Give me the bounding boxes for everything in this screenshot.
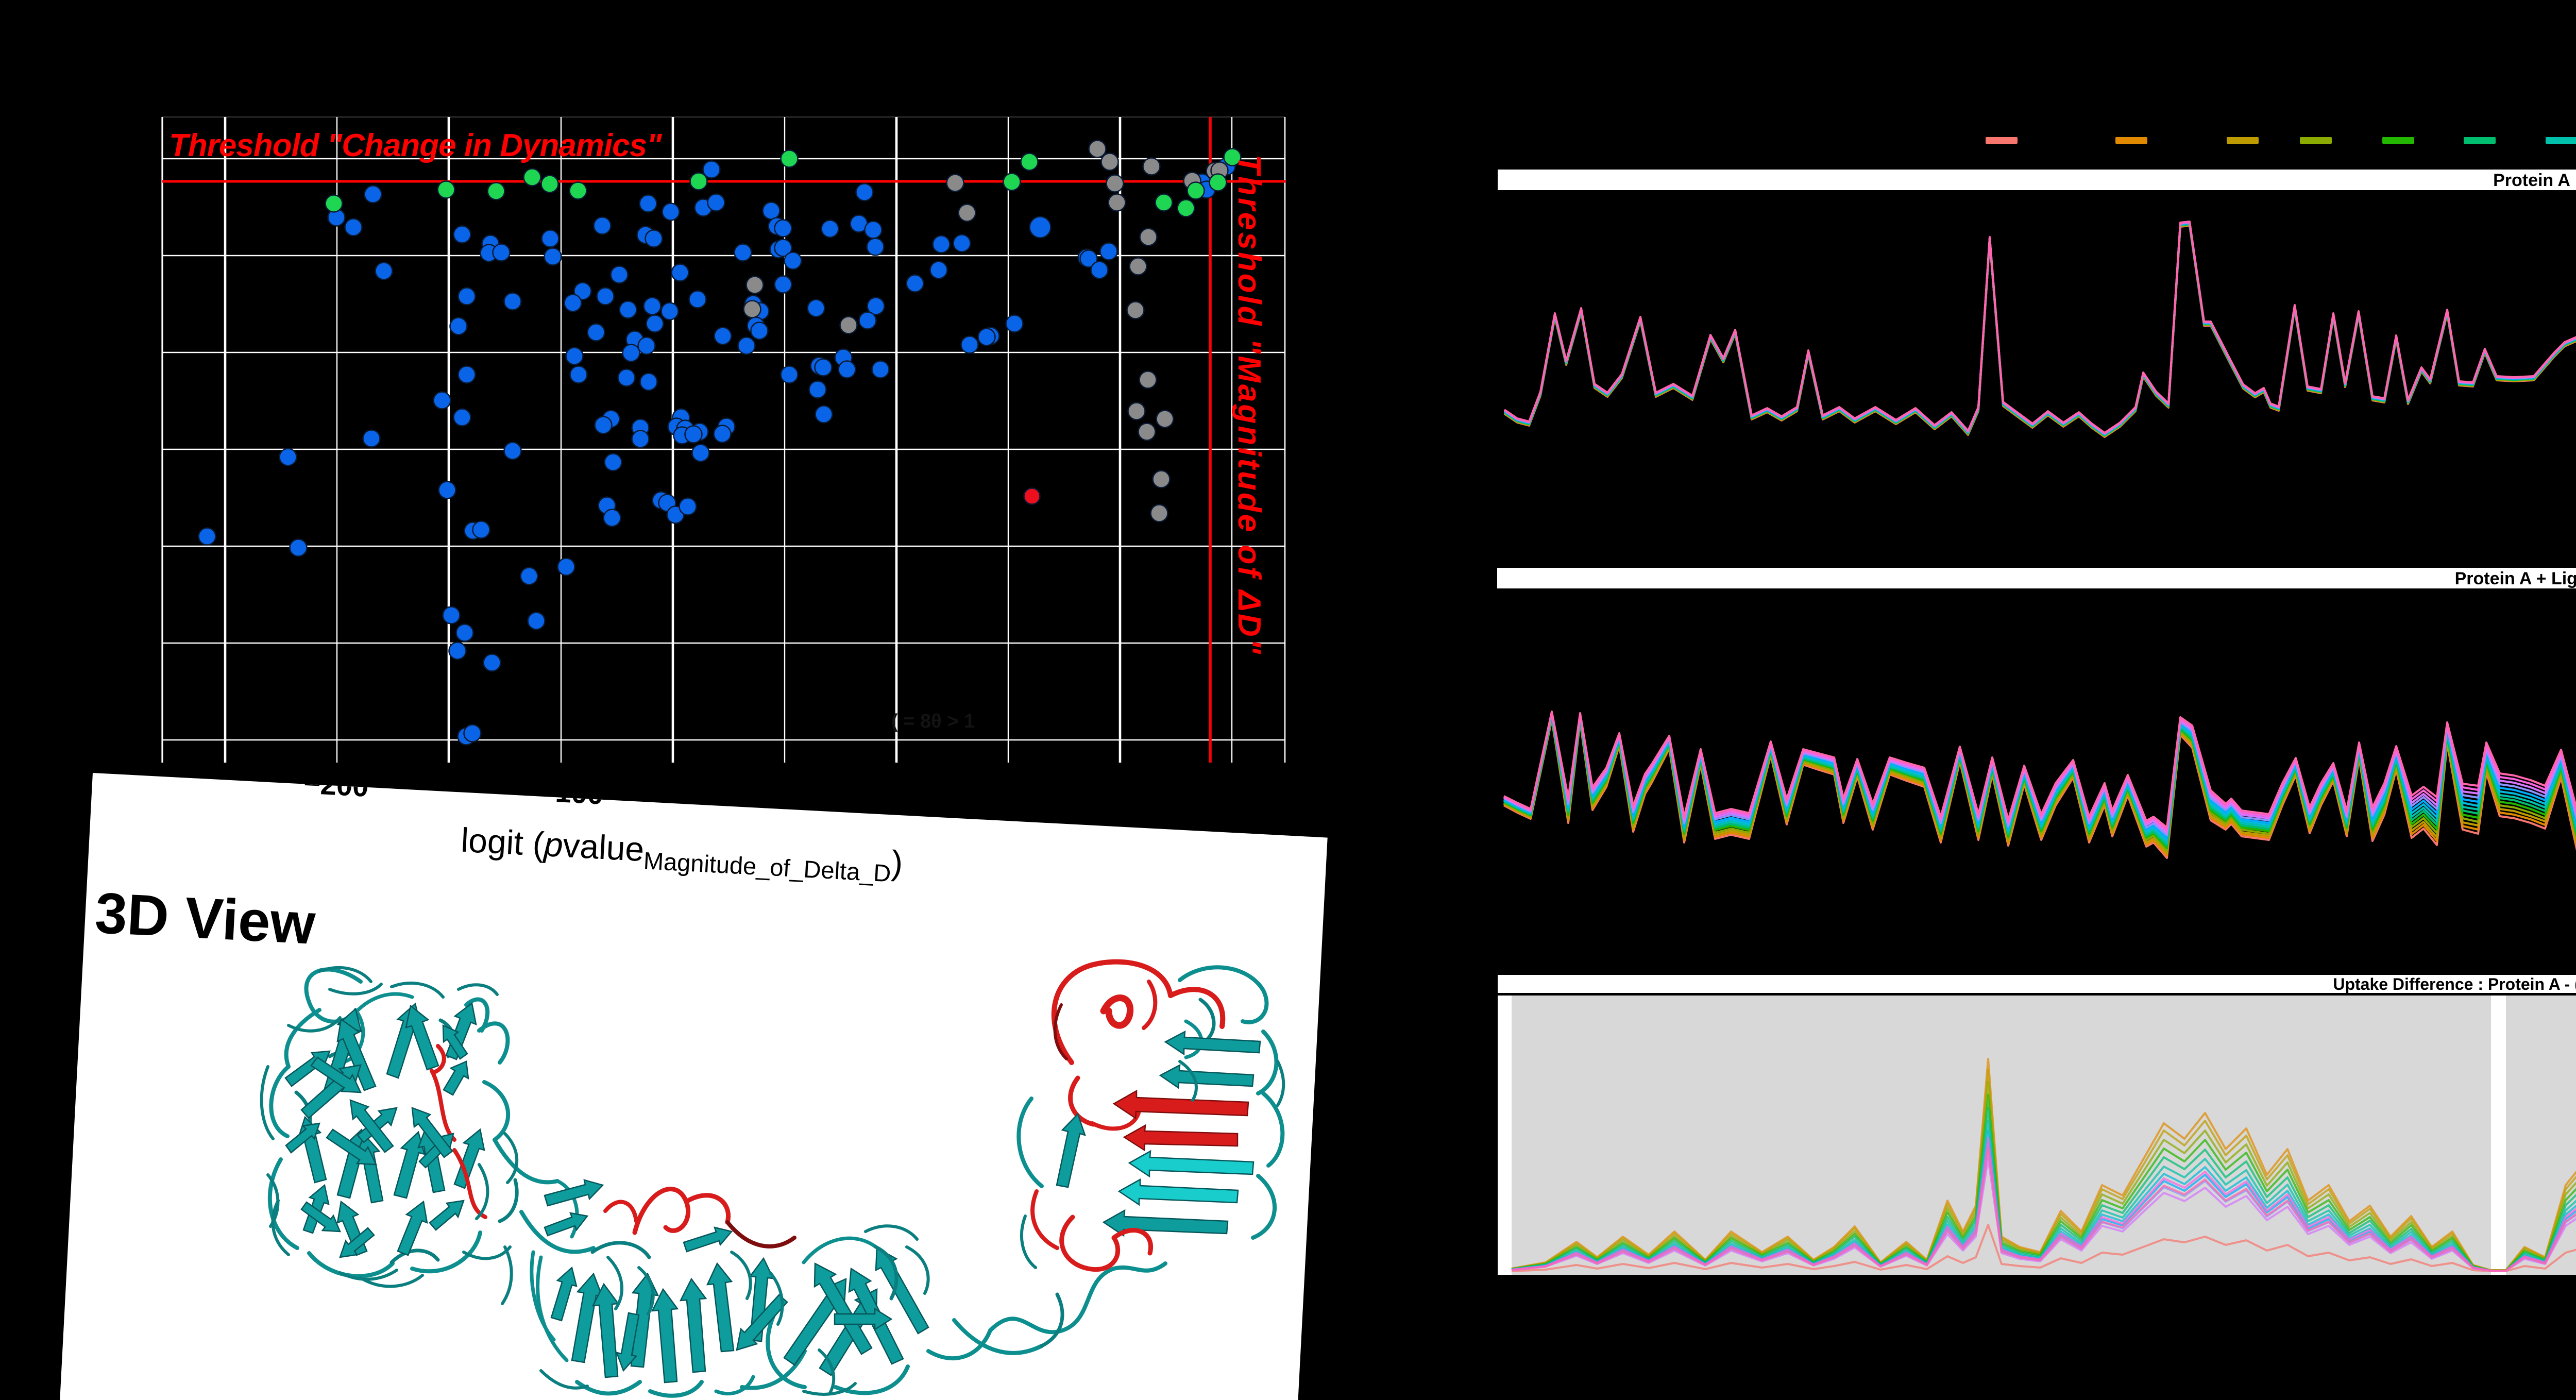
svg-text:Protein A + Ligand: Protein A + Ligand [2455,569,2576,588]
svg-text:( = 8θ > 1: ( = 8θ > 1 [891,711,975,732]
svg-text:Threshold "Magnitude of ΔD": Threshold "Magnitude of ΔD" [1231,155,1267,656]
svg-text:Uptake Difference : Protein A: Uptake Difference : Protein A - (Protein… [2333,975,2576,993]
svg-text:Protein A: Protein A [2493,171,2570,190]
svg-text:Threshold "Change in Dynamics": Threshold "Change in Dynamics" [169,128,663,163]
